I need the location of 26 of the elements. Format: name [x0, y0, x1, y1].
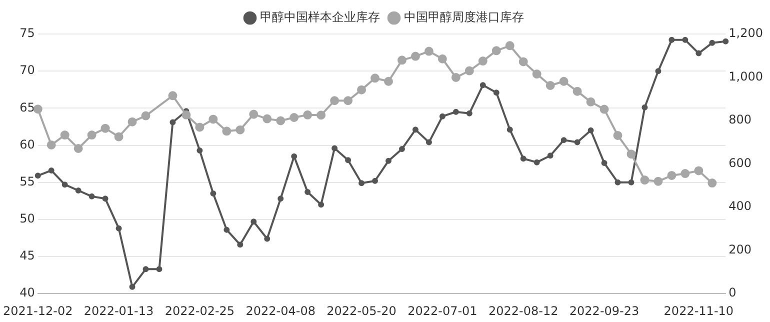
x-tick-label: 2021-12-02	[2, 304, 73, 318]
legend-label: 甲醇中国样本企业库存	[260, 10, 380, 24]
x-tick-label: 2022-08-12	[488, 304, 558, 318]
y-tick-label: 50	[20, 212, 35, 226]
y2-tick-label: 200	[728, 242, 752, 256]
x-tick-label: 2022-05-20	[326, 304, 396, 318]
y2-tick-label: 400	[728, 199, 752, 214]
x-tick-label: 2022-07-01	[408, 304, 478, 318]
x-tick-label: 2022-02-25	[164, 304, 235, 318]
y-tick-label: 45	[20, 248, 35, 263]
y2-tick-label: 1,000	[728, 69, 764, 84]
x-tick-label: 2022-04-08	[246, 304, 316, 318]
x-tick-label: 2022-11-10	[664, 304, 734, 318]
y2-tick-label: 1,200	[728, 26, 764, 40]
y-tick-label: 75	[20, 26, 35, 40]
y2-tick-label: 600	[728, 156, 752, 170]
y-tick-label: 65	[20, 100, 35, 114]
legend-label: 中国甲醇周度港口库存	[404, 10, 524, 24]
x-tick-label: 2022-01-13	[84, 304, 154, 318]
x-tick-label: 2022-09-23	[569, 304, 640, 318]
y-tick-label: 60	[20, 137, 35, 152]
y-tick-label: 70	[20, 63, 35, 78]
y-tick-label: 55	[20, 174, 35, 188]
y2-tick-label: 800	[728, 112, 752, 127]
y2-tick-label: 0	[728, 286, 736, 300]
y-tick-label: 40	[20, 286, 35, 300]
